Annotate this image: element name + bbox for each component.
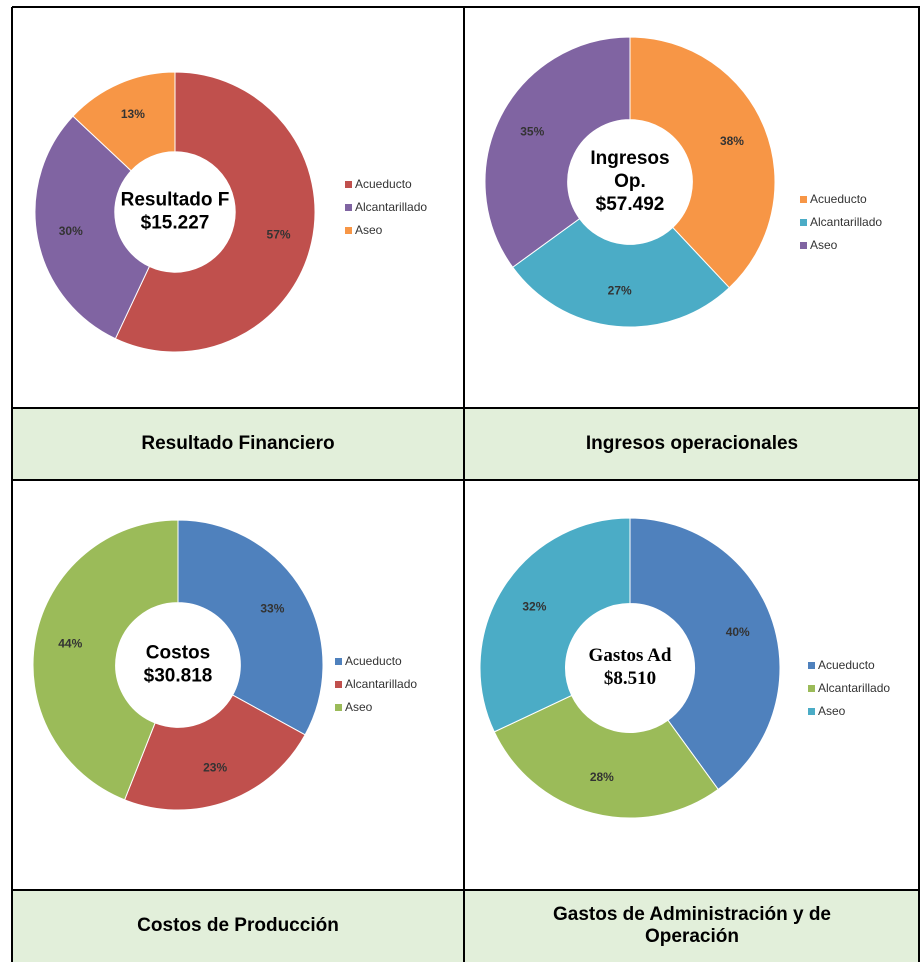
legend-label: Acueducto [345, 654, 402, 668]
legend-label: Alcantarillado [818, 681, 890, 695]
donut-slice [479, 517, 631, 733]
caption: Ingresos operacionales [586, 433, 798, 454]
value-label: 57% [267, 227, 291, 241]
value-label: 27% [608, 283, 632, 297]
center-label: Resultado F [121, 190, 230, 211]
value-label: 30% [59, 224, 83, 238]
legend-swatch [800, 219, 807, 226]
donut-slice [511, 217, 730, 328]
legend-label: Alcantarillado [355, 200, 427, 214]
legend-swatch [800, 196, 807, 203]
legend-swatch [808, 662, 815, 669]
legend-swatch [335, 658, 342, 665]
center-label: $15.227 [141, 213, 210, 234]
donut-slice [123, 694, 306, 811]
value-label: 32% [522, 599, 546, 613]
value-label: 44% [58, 637, 82, 651]
donut-slice [493, 694, 719, 819]
value-label: 35% [520, 124, 544, 138]
donut-slice [72, 71, 176, 172]
legend-swatch [345, 181, 352, 188]
value-label: 40% [726, 625, 750, 639]
center-label: Costos [146, 643, 210, 664]
legend-swatch [808, 685, 815, 692]
caption: Operación [645, 926, 739, 947]
donut-slice [177, 519, 324, 736]
value-label: 13% [121, 107, 145, 121]
donut-slice [484, 36, 631, 268]
donut-slice [629, 517, 781, 791]
legend-label: Acueducto [355, 177, 412, 191]
center-label: $30.818 [144, 666, 213, 687]
legend-label: Acueducto [810, 192, 867, 206]
value-label: 33% [260, 601, 284, 615]
donut-slice [629, 36, 776, 289]
center-label: Ingresos [590, 148, 669, 169]
table-grid [11, 6, 920, 962]
value-label: 28% [590, 770, 614, 784]
legend-label: Aseo [355, 223, 383, 237]
legend-swatch [345, 227, 352, 234]
caption: Resultado Financiero [141, 433, 334, 454]
caption: Gastos de Administración y de [553, 904, 831, 925]
legend-swatch [335, 681, 342, 688]
center-label: $8.510 [604, 668, 656, 689]
legend-swatch [808, 708, 815, 715]
donut-slice [34, 115, 151, 340]
center-label: Gastos Ad [589, 645, 672, 666]
caption-row [12, 408, 920, 480]
legend-label: Alcantarillado [810, 215, 882, 229]
legend-swatch [800, 242, 807, 249]
legend-label: Acueducto [818, 658, 875, 672]
value-label: 38% [720, 134, 744, 148]
donut-slice [32, 519, 179, 801]
center-label: Op. [614, 171, 646, 192]
legend-label: Aseo [345, 700, 373, 714]
legend-swatch [345, 204, 352, 211]
donut-slice [114, 71, 316, 353]
value-label: 23% [203, 760, 227, 774]
legend-label: Aseo [818, 704, 846, 718]
legend-label: Aseo [810, 238, 838, 252]
caption-row [12, 890, 920, 962]
caption: Costos de Producción [137, 915, 339, 936]
legend-label: Alcantarillado [345, 677, 417, 691]
legend-swatch [335, 704, 342, 711]
center-label: $57.492 [596, 194, 665, 215]
